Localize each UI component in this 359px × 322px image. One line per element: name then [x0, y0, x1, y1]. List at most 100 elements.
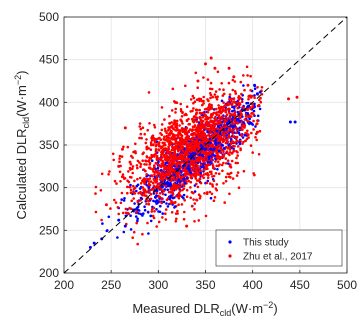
data-point: [174, 139, 178, 142]
data-point: [152, 192, 156, 195]
data-point: [134, 215, 138, 218]
data-point: [141, 232, 144, 236]
data-point: [170, 190, 174, 194]
data-point: [228, 148, 232, 151]
data-point: [220, 148, 224, 151]
data-point: [197, 219, 201, 222]
data-point: [122, 199, 126, 202]
data-point: [192, 162, 196, 166]
data-point: [153, 155, 156, 158]
data-point: [225, 113, 229, 116]
data-point: [227, 103, 230, 106]
data-point: [175, 158, 178, 161]
data-point: [183, 182, 187, 185]
data-point: [109, 207, 112, 210]
data-point: [218, 132, 222, 135]
data-point: [178, 124, 181, 127]
data-point: [209, 92, 212, 95]
data-point: [222, 101, 225, 104]
data-point: [120, 198, 123, 201]
data-point: [167, 172, 170, 175]
data-point: [166, 151, 170, 154]
data-point: [224, 141, 228, 145]
data-point: [214, 95, 218, 99]
data-point: [142, 177, 146, 181]
data-point: [218, 120, 221, 124]
data-point: [150, 208, 154, 211]
data-point: [145, 175, 148, 178]
data-point: [253, 83, 257, 87]
data-point: [149, 192, 153, 196]
data-point: [167, 190, 171, 194]
data-point: [230, 140, 234, 143]
data-point: [190, 144, 193, 148]
data-point: [196, 86, 199, 89]
data-point: [169, 202, 172, 205]
data-point: [228, 98, 231, 101]
data-point: [160, 164, 164, 167]
data-point: [189, 186, 192, 189]
data-point: [220, 99, 224, 103]
data-point: [182, 138, 185, 142]
data-point: [226, 172, 229, 176]
data-point: [199, 169, 202, 172]
data-point: [213, 93, 217, 96]
data-point: [192, 120, 196, 124]
data-point: [185, 140, 188, 143]
data-point: [166, 139, 169, 142]
data-point: [123, 126, 127, 130]
data-point: [194, 108, 198, 112]
data-point: [113, 179, 117, 183]
data-point: [214, 122, 218, 126]
data-point: [127, 180, 131, 184]
data-point: [183, 210, 186, 214]
data-point: [118, 170, 122, 174]
data-point: [117, 212, 120, 216]
data-point: [155, 179, 158, 183]
data-point: [173, 183, 177, 187]
data-point: [198, 108, 201, 112]
data-point: [136, 200, 140, 204]
data-point: [177, 195, 180, 199]
data-point: [187, 160, 191, 164]
data-point: [175, 217, 178, 221]
data-point: [166, 169, 170, 173]
data-point: [150, 210, 153, 213]
data-point: [241, 128, 244, 131]
data-point: [156, 184, 159, 187]
data-point: [136, 219, 139, 223]
data-point: [230, 117, 234, 121]
data-point: [198, 115, 202, 119]
data-point: [176, 212, 179, 215]
data-point: [177, 172, 181, 175]
data-point: [155, 194, 158, 197]
data-point: [242, 84, 245, 87]
data-point: [237, 98, 241, 101]
data-point: [191, 94, 195, 98]
data-point: [185, 105, 189, 108]
data-point: [246, 74, 249, 77]
data-point: [170, 179, 173, 182]
data-point: [170, 199, 173, 203]
data-point: [206, 78, 210, 81]
data-point: [235, 174, 239, 177]
data-point: [147, 200, 150, 203]
data-point: [195, 198, 198, 202]
data-point: [136, 242, 139, 246]
data-point: [235, 156, 238, 160]
data-point: [145, 138, 148, 141]
data-point: [145, 202, 148, 206]
data-point: [207, 123, 211, 126]
data-point: [160, 201, 163, 205]
data-point: [180, 148, 184, 151]
data-point: [250, 112, 253, 115]
x-ticks: 200 250 300 350 400 450 500: [54, 270, 357, 292]
data-point: [193, 190, 197, 193]
data-point: [195, 98, 199, 101]
data-point: [218, 139, 222, 142]
data-point: [121, 211, 125, 215]
data-point: [141, 159, 144, 162]
data-point: [193, 147, 197, 150]
data-point: [189, 150, 193, 154]
data-point: [192, 157, 195, 160]
